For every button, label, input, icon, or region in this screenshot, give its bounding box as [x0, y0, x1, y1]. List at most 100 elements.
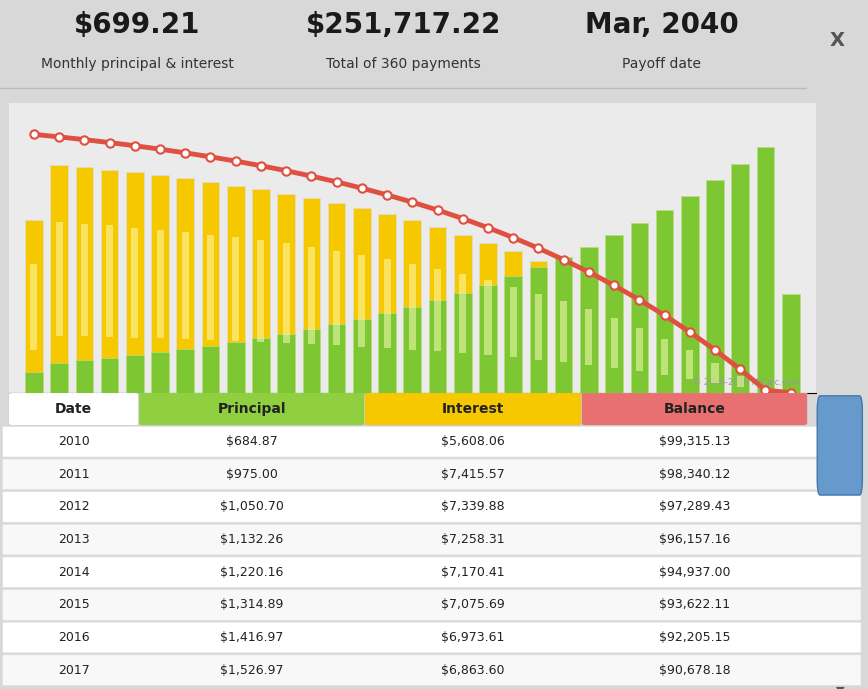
Text: 2017: 2017 [58, 664, 89, 677]
Text: $1,220.16: $1,220.16 [220, 566, 284, 579]
Text: $98,340.12: $98,340.12 [659, 468, 730, 481]
Bar [181, 232, 189, 339]
Bar [782, 294, 799, 393]
Bar [555, 271, 573, 393]
Text: $6,973.61: $6,973.61 [441, 631, 505, 644]
Bar [661, 339, 668, 375]
Bar [201, 346, 220, 393]
Bar [131, 227, 138, 338]
Text: ▼: ▼ [836, 686, 844, 689]
Bar [737, 376, 744, 387]
Text: $7,170.41: $7,170.41 [441, 566, 505, 579]
Text: $1,416.97: $1,416.97 [220, 631, 284, 644]
Bar [404, 307, 421, 393]
Bar [434, 269, 441, 351]
Text: $97,289.43: $97,289.43 [659, 500, 730, 513]
Text: 2011: 2011 [58, 468, 89, 481]
Text: X: X [830, 31, 845, 50]
Text: © 2008-2010 MiCalc.com: © 2008-2010 MiCalc.com [693, 378, 799, 387]
Text: 2015: 2015 [58, 598, 89, 611]
Bar [610, 318, 618, 368]
Bar [106, 225, 113, 337]
Bar [156, 229, 163, 338]
Bar [757, 147, 774, 393]
Bar [50, 165, 68, 393]
Bar [580, 247, 598, 393]
FancyBboxPatch shape [3, 590, 861, 620]
Bar [535, 294, 542, 360]
Bar [762, 387, 769, 391]
Bar [30, 263, 37, 349]
FancyBboxPatch shape [3, 557, 861, 588]
FancyBboxPatch shape [139, 393, 365, 425]
Bar [328, 325, 345, 393]
Bar [101, 169, 118, 393]
Text: Interest: Interest [442, 402, 504, 416]
Bar [227, 342, 245, 393]
Text: $96,157.16: $96,157.16 [659, 533, 730, 546]
Bar [308, 247, 315, 344]
Text: $93,622.11: $93,622.11 [659, 598, 730, 611]
Bar [712, 362, 719, 382]
FancyBboxPatch shape [3, 459, 861, 490]
Text: $1,132.26: $1,132.26 [220, 533, 283, 546]
Bar [126, 172, 143, 393]
Bar [580, 282, 598, 393]
Text: $684.87: $684.87 [226, 435, 278, 448]
Bar [459, 274, 466, 353]
Bar [655, 209, 674, 393]
Bar [76, 167, 93, 393]
Text: Mar, 2040: Mar, 2040 [585, 11, 739, 39]
Bar [585, 309, 593, 365]
FancyBboxPatch shape [3, 622, 861, 653]
Bar [707, 353, 724, 393]
Bar [353, 209, 371, 393]
Text: $5,608.06: $5,608.06 [441, 435, 505, 448]
Bar [101, 358, 118, 393]
Bar [25, 220, 43, 393]
Bar [782, 392, 799, 393]
FancyBboxPatch shape [3, 426, 861, 457]
Text: $7,339.88: $7,339.88 [441, 500, 505, 513]
FancyBboxPatch shape [9, 393, 139, 425]
Bar [258, 240, 265, 342]
Bar [207, 234, 214, 340]
Bar [333, 251, 340, 345]
Bar [81, 224, 88, 336]
Text: $251,717.22: $251,717.22 [306, 11, 502, 39]
Text: $7,415.57: $7,415.57 [441, 468, 505, 481]
Bar [605, 294, 623, 393]
Bar [707, 181, 724, 393]
FancyBboxPatch shape [365, 393, 582, 425]
Text: Payoff date: Payoff date [622, 57, 701, 72]
FancyBboxPatch shape [3, 491, 861, 522]
Bar [358, 254, 365, 347]
Bar [76, 360, 93, 393]
Bar [176, 178, 194, 393]
FancyBboxPatch shape [818, 395, 862, 495]
Bar [529, 260, 547, 393]
Bar [454, 293, 471, 393]
Text: $1,314.89: $1,314.89 [220, 598, 284, 611]
Bar [635, 328, 643, 371]
Text: $1,526.97: $1,526.97 [220, 664, 284, 677]
Text: $6,863.60: $6,863.60 [441, 664, 505, 677]
Bar [283, 243, 290, 343]
Bar [429, 300, 446, 393]
Bar [232, 237, 240, 341]
Bar [504, 276, 522, 393]
Bar [303, 329, 320, 393]
FancyBboxPatch shape [3, 524, 861, 555]
Text: 2016: 2016 [58, 631, 89, 644]
Bar [303, 198, 320, 393]
Text: $7,258.31: $7,258.31 [441, 533, 505, 546]
Bar [353, 319, 371, 393]
Text: $699.21: $699.21 [74, 11, 201, 39]
Bar [655, 320, 674, 393]
Bar [757, 384, 774, 393]
Bar [555, 257, 573, 393]
Text: Monthly principal & interest: Monthly principal & interest [41, 57, 233, 72]
Bar [479, 285, 496, 393]
Bar [176, 349, 194, 393]
Text: 2014: 2014 [58, 566, 89, 579]
